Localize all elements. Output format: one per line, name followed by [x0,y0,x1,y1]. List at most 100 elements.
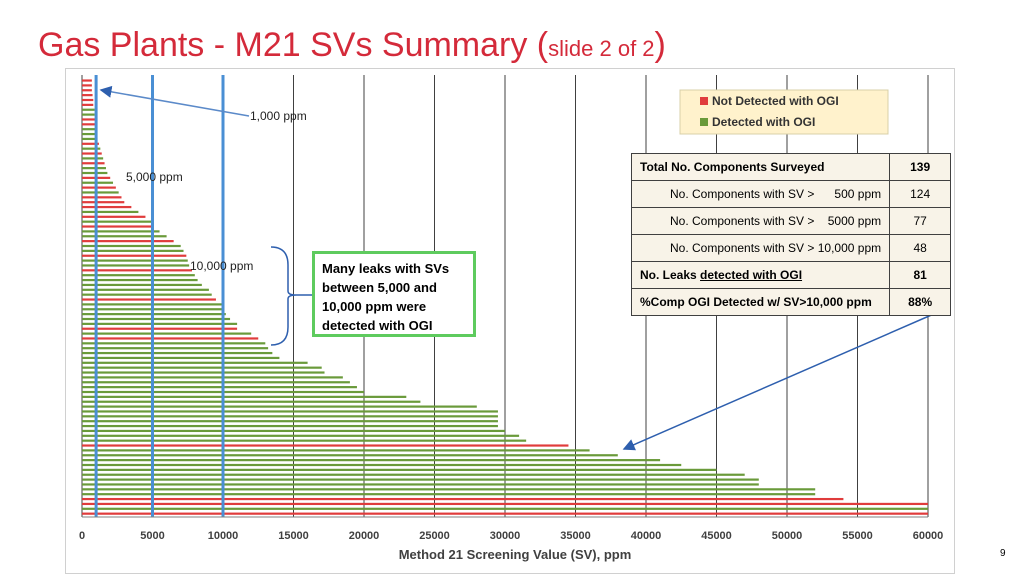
bar-detected [82,128,97,131]
bar-detected [82,459,661,462]
callout-line: Many leaks with SVs [322,261,450,276]
callout-box: Many leaks with SVs between 5,000 and 10… [312,251,476,337]
bar-detected [82,167,106,170]
x-tick-label: 40000 [631,530,662,542]
bar-detected [82,410,498,413]
table-cell-label: No. Components with SV > 500 ppm [630,180,891,208]
bar-detected [82,429,505,433]
x-tick-label: 25000 [419,530,450,542]
chart-frame: 0 5000 10000 15000 20000 25000 30000 35000 40000… [65,68,955,574]
bar-detected [82,317,231,321]
bar-not-detected [82,502,928,506]
bar-not-detected [82,254,187,257]
table-cell-value: 124 [889,180,952,208]
legend-label-not-detected: Not Detected with OGI [712,94,839,108]
table-row: No. Components with SV > 500 ppm 124 [630,180,952,208]
bar-not-detected [82,152,102,155]
bar-not-detected [82,327,238,330]
bar-detected [82,322,238,325]
bar-not-detected [82,205,132,209]
bar-not-detected [82,512,928,515]
table-cell-value: 48 [889,234,952,262]
title-slide-count: slide 2 of 2 [548,36,655,61]
bar-detected [82,463,682,467]
bar-not-detected [82,142,99,145]
bar-detected [82,424,498,428]
bar-detected [82,449,590,452]
bar-not-detected [82,215,146,218]
bar-detected [82,395,407,398]
slide-title: Gas Plants - M21 SVs Summary (slide 2 of… [38,26,666,65]
x-tick-label: 60000 [913,530,944,542]
bar-not-detected [82,186,116,189]
bar-not-detected [82,196,122,199]
bar-detected [82,137,98,141]
summary-table: Total No. Components Surveyed 139 No. Co… [630,153,952,316]
x-tick-label: 35000 [560,530,591,542]
bar-detected [82,468,717,471]
bar-detected [82,483,759,486]
bar-detected [82,342,266,345]
bar-detected [82,230,160,233]
legend-swatch-detected [700,118,708,126]
bar-not-detected [82,298,216,301]
arrow-from-table [622,312,937,451]
bar-detected [82,454,618,457]
bar-not-detected [82,89,92,92]
range-bracket [270,246,297,346]
x-tick-label: 0 [79,530,85,542]
bar-detected [82,371,325,374]
ref-label-5000: 5,000 ppm [126,170,183,184]
table-row: Total No. Components Surveyed 139 [630,153,952,181]
bar-not-detected [82,201,125,204]
bar-detected [82,259,188,262]
table-cell-label: No. Components with SV > 5000 ppm [630,207,891,235]
table-row: No. Leaks detected with OGI 81 [630,261,952,289]
bar-detected [82,400,421,403]
bar-detected [82,366,322,369]
table-cell-label: Total No. Components Surveyed [630,153,891,181]
x-axis-label: Method 21 Screening Value (SV), ppm [399,547,632,562]
legend-label-detected: Detected with OGI [712,115,815,129]
bar-detected [82,278,198,282]
ref-label-1000: 1,000 ppm [250,109,307,123]
title-main: Gas Plants - M21 SVs Summary ( [38,26,549,64]
legend-box [679,89,889,135]
table-cell-value: 139 [889,153,952,181]
table-row: %Comp OGI Detected w/ SV>10,000 ppm 88% [630,288,952,316]
bar-chart: 0 5000 10000 15000 20000 25000 30000 35000 40000… [79,75,944,562]
callout-line: between 5,000 and [322,280,437,295]
bar-detected [82,488,816,491]
label-underlined: detected with OGI [700,268,803,282]
bar-not-detected [82,269,192,272]
table-cell-value: 88% [889,288,952,316]
bar-detected [82,473,745,476]
bar-detected [82,381,350,384]
bar-detected [82,191,119,194]
bar-detected [82,274,195,277]
bar-detected [82,434,520,437]
arrow-to-1000-line [99,85,250,117]
bar-not-detected [82,497,844,501]
bar-not-detected [82,94,93,97]
bar-detected [82,147,101,150]
chart-legend: Not Detected with OGI Detected with OGI [679,89,889,135]
callout-line: 10,000 ppm were [322,299,427,314]
bar-not-detected [82,84,92,87]
label-prefix: No. Leaks [640,268,701,282]
bar-detected [82,439,527,442]
bar-detected [82,220,153,223]
table-cell-value: 81 [889,261,952,289]
x-tick-label: 30000 [490,530,521,542]
bar-detected [82,420,498,423]
bar-not-detected [82,162,105,165]
bar-detected [82,386,357,389]
bar-detected [82,405,477,408]
bar-not-detected [82,444,569,447]
bar-detected [82,347,269,350]
legend-swatch-not-detected [700,97,708,105]
bar-detected [82,235,167,238]
bar-detected [82,108,95,111]
bar-not-detected [82,240,174,243]
table-row: No. Components with SV > 5000 ppm 77 [630,207,952,235]
